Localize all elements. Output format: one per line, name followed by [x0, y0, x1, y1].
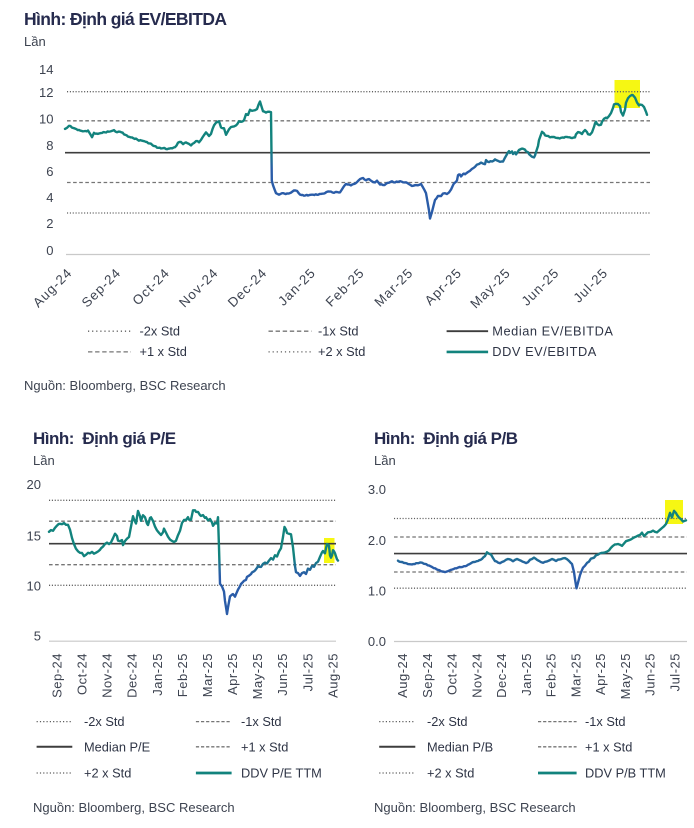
svg-text:6: 6 — [46, 164, 53, 179]
svg-text:10: 10 — [27, 579, 41, 594]
svg-text:May-25: May-25 — [250, 653, 265, 699]
svg-text:5: 5 — [34, 629, 41, 644]
svg-text:2.0: 2.0 — [368, 533, 386, 548]
svg-text:Mar-25: Mar-25 — [371, 265, 416, 310]
svg-text:Median P/B: Median P/B — [427, 739, 493, 754]
svg-text:Dec-24: Dec-24 — [125, 653, 140, 698]
svg-text:Jul-25: Jul-25 — [668, 653, 683, 691]
svg-text:-1x Std: -1x Std — [241, 714, 282, 729]
svg-text:+2 x Std: +2 x Std — [427, 766, 474, 781]
svg-text:3.0: 3.0 — [368, 482, 386, 497]
svg-text:Aug-25: Aug-25 — [325, 653, 340, 698]
svg-text:Jan-25: Jan-25 — [275, 265, 319, 309]
svg-text:+1 x Std: +1 x Std — [241, 739, 288, 754]
svg-text:-2x Std: -2x Std — [427, 714, 468, 729]
svg-text:-1x Std: -1x Std — [318, 324, 359, 339]
svg-text:Feb-25: Feb-25 — [544, 653, 559, 697]
svg-text:20: 20 — [27, 477, 41, 492]
svg-text:Aug-24: Aug-24 — [395, 653, 410, 698]
svg-text:12: 12 — [39, 85, 53, 100]
svg-text:Nguồn: Bloomberg, BSC Research: Nguồn: Bloomberg, BSC Research — [33, 800, 235, 815]
svg-text:1.0: 1.0 — [368, 583, 386, 598]
svg-text:10: 10 — [39, 112, 53, 127]
svg-text:Jan-25: Jan-25 — [519, 653, 534, 696]
svg-text:Jun-25: Jun-25 — [519, 265, 563, 309]
svg-text:+2 x Std: +2 x Std — [84, 766, 131, 781]
svg-text:May-25: May-25 — [618, 653, 633, 699]
svg-text:15: 15 — [27, 529, 41, 544]
svg-text:Nguồn: Bloomberg, BSC Research: Nguồn: Bloomberg, BSC Research — [374, 800, 576, 815]
svg-text:8: 8 — [46, 138, 53, 153]
svg-text:+1 x Std: +1 x Std — [140, 344, 187, 359]
svg-text:May-25: May-25 — [467, 265, 513, 311]
svg-text:Nguồn: Bloomberg, BSC Research: Nguồn: Bloomberg, BSC Research — [24, 378, 226, 393]
svg-text:Jun-25: Jun-25 — [643, 653, 658, 696]
svg-text:Median P/E: Median P/E — [84, 739, 150, 754]
svg-text:Feb-25: Feb-25 — [175, 653, 190, 697]
svg-text:Lần: Lần — [24, 34, 46, 49]
svg-text:+2 x Std: +2 x Std — [318, 344, 365, 359]
svg-text:Mar-25: Mar-25 — [200, 653, 215, 697]
svg-text:4: 4 — [46, 190, 53, 205]
svg-text:Apr-25: Apr-25 — [422, 265, 465, 308]
svg-text:0: 0 — [46, 243, 53, 258]
svg-text:-2x Std: -2x Std — [84, 714, 125, 729]
svg-text:Lần: Lần — [33, 453, 55, 468]
svg-text:Jan-25: Jan-25 — [150, 653, 165, 696]
svg-text:Mar-25: Mar-25 — [568, 653, 583, 697]
svg-text:Hình: Định giá P/B: Hình: Định giá P/B — [374, 429, 518, 448]
svg-text:Oct-24: Oct-24 — [445, 653, 460, 695]
svg-text:Feb-25: Feb-25 — [323, 265, 368, 310]
svg-text:Hình: Định giá EV/EBITDA: Hình: Định giá EV/EBITDA — [24, 9, 227, 29]
svg-text:-1x Std: -1x Std — [585, 714, 626, 729]
svg-text:DDV EV/EBITDA: DDV EV/EBITDA — [492, 344, 597, 359]
svg-text:Lần: Lần — [374, 453, 396, 468]
svg-text:Nov-24: Nov-24 — [469, 653, 484, 698]
svg-text:14: 14 — [39, 62, 53, 77]
svg-text:Sep-24: Sep-24 — [420, 653, 435, 698]
svg-text:+1 x Std: +1 x Std — [585, 739, 632, 754]
svg-text:0.0: 0.0 — [368, 634, 386, 649]
svg-text:Nov-24: Nov-24 — [100, 653, 115, 698]
svg-text:Sep-24: Sep-24 — [79, 265, 124, 310]
svg-text:Jul-25: Jul-25 — [300, 653, 315, 691]
svg-text:Nov-24: Nov-24 — [176, 265, 221, 310]
svg-text:Median EV/EBITDA: Median EV/EBITDA — [492, 324, 613, 339]
svg-text:Oct-24: Oct-24 — [129, 265, 172, 308]
svg-text:Hình: Định giá P/E: Hình: Định giá P/E — [33, 429, 176, 448]
svg-text:Dec-24: Dec-24 — [494, 653, 509, 698]
svg-text:Aug-24: Aug-24 — [30, 265, 75, 310]
svg-text:-2x Std: -2x Std — [140, 324, 181, 339]
svg-text:Apr-25: Apr-25 — [225, 653, 240, 695]
svg-text:DDV P/B TTM: DDV P/B TTM — [585, 766, 666, 781]
svg-text:DDV P/E TTM: DDV P/E TTM — [241, 766, 322, 781]
svg-text:Oct-24: Oct-24 — [75, 653, 90, 695]
svg-text:Jul-25: Jul-25 — [570, 265, 610, 305]
svg-text:Sep-24: Sep-24 — [50, 653, 65, 698]
svg-text:2: 2 — [46, 216, 53, 231]
svg-text:Dec-24: Dec-24 — [225, 265, 270, 310]
svg-text:Apr-25: Apr-25 — [593, 653, 608, 695]
svg-text:Jun-25: Jun-25 — [275, 653, 290, 696]
